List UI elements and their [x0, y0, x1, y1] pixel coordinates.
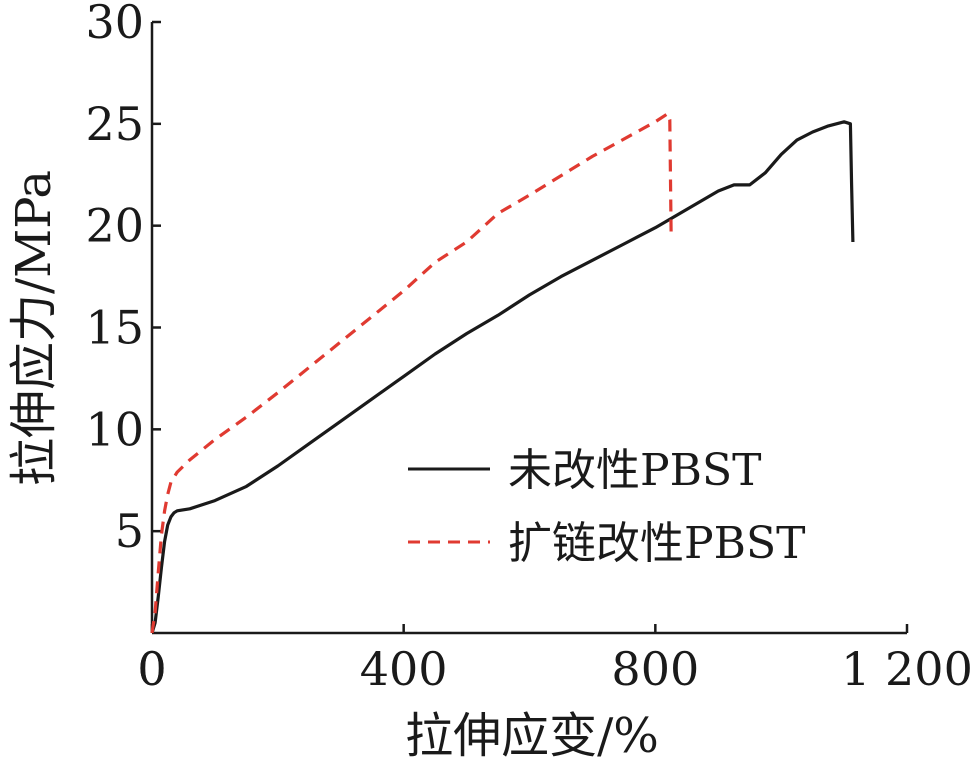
y-tick-label: 25 — [85, 97, 144, 151]
origin-label: 0 — [137, 642, 166, 696]
legend-label-series-1: 未改性PBST — [508, 445, 761, 496]
series-line-1 — [150, 120, 855, 634]
x-tick-label: 400 — [360, 642, 448, 696]
legend-label-series-2: 扩链改性PBST — [508, 518, 805, 569]
legend: 未改性PBST 扩链改性PBST — [408, 445, 805, 569]
y-tick-label: 15 — [85, 301, 144, 355]
y-tick-label: 20 — [85, 199, 144, 253]
x-tick-label: 800 — [611, 642, 699, 696]
series-layer — [150, 111, 855, 634]
series-line-2 — [150, 111, 673, 634]
y-tick-label: 5 — [115, 504, 144, 558]
x-tick-label: 1 200 — [841, 642, 973, 696]
y-axis-title: 拉伸应力/MPa — [6, 170, 62, 486]
y-tick-label: 30 — [85, 0, 144, 49]
y-tick-label: 10 — [85, 402, 144, 456]
x-tick-label: 0 — [137, 642, 166, 696]
x-axis-title: 拉伸应变/% — [405, 708, 659, 764]
